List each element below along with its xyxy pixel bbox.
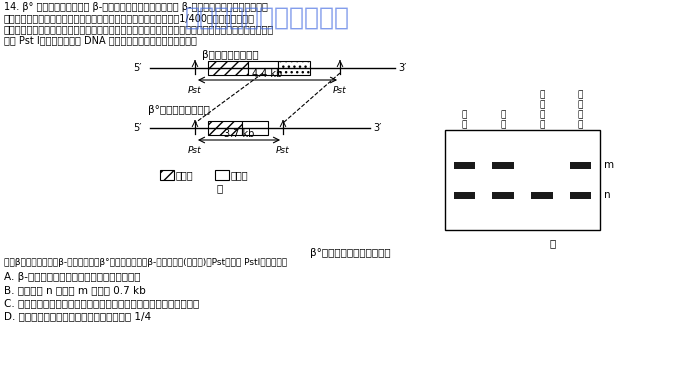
Text: 3′: 3′	[398, 63, 407, 73]
Bar	[531, 191, 552, 198]
Text: 微信公众号：生物题研究: 微信公众号：生物题研究	[185, 6, 350, 30]
Text: Pst: Pst	[188, 146, 202, 155]
Text: n: n	[604, 190, 610, 200]
Text: β°基因及其侧羼区域: β°基因及其侧羼区域	[148, 105, 210, 115]
Text: Pst: Pst	[188, 86, 202, 95]
Text: 体: 体	[539, 120, 545, 129]
Text: 4.4 kb: 4.4 kb	[253, 69, 283, 79]
Text: 个: 个	[578, 110, 583, 119]
Bar	[160, 170, 174, 180]
Bar	[493, 191, 514, 198]
Bar	[215, 170, 229, 180]
Bar	[242, 121, 268, 135]
Text: 注：β基因指的是正常β-珠蛋白基因；β°基因指的是异常β-珠蛋白基因(有缺失)；Pst指的是 PstⅠ酒切位点。: 注：β基因指的是正常β-珠蛋白基因；β°基因指的是异常β-珠蛋白基因(有缺失)；…	[4, 258, 287, 267]
Text: 14. β° 地中海贫血症是指由 β-珠蛋白基因突变导致不能合成 β-珠蛋白而引起的一种遗传性溶: 14. β° 地中海贫血症是指由 β-珠蛋白基因突变导致不能合成 β-珠蛋白而引…	[4, 2, 268, 12]
Bar	[454, 191, 475, 198]
Text: 常: 常	[578, 100, 583, 109]
Text: 甲: 甲	[217, 183, 223, 193]
Bar	[570, 191, 592, 198]
Text: 外显子: 外显子	[176, 170, 194, 180]
Text: 3′: 3′	[373, 123, 382, 133]
Text: 母: 母	[500, 110, 506, 119]
Text: 测: 测	[539, 100, 545, 109]
Text: β基因及其侧羼区域: β基因及其侧羼区域	[202, 50, 258, 60]
Text: Pst: Pst	[276, 146, 290, 155]
Text: 体: 体	[578, 120, 583, 129]
Bar	[248, 61, 278, 75]
Text: 段用 Pst Ⅰ酶处理后得到的 DNA 片段电泳结果，下列说法正确的是: 段用 Pst Ⅰ酶处理后得到的 DNA 片段电泳结果，下列说法正确的是	[4, 35, 197, 45]
Bar	[278, 61, 310, 75]
Text: 乙: 乙	[550, 238, 556, 248]
Bar	[445, 130, 600, 230]
Bar	[208, 61, 248, 75]
Text: 病，其表现正常的双亲要进行产前诊断。甲图中两个导示示意图，乙图为利用该家庭中某样位的柔色体片: 病，其表现正常的双亲要进行产前诊断。甲图中两个导示示意图，乙图为利用该家庭中某样…	[4, 24, 274, 34]
Text: B. 图乙中的 n 片段比 m 片段多 0.7 kb: B. 图乙中的 n 片段比 m 片段多 0.7 kb	[4, 285, 146, 295]
Text: 父: 父	[462, 110, 467, 119]
Bar	[570, 161, 592, 169]
Text: 性贫血症。已知处于平衡状态的某地区，地中海贫血症患儿的概率为1/400，现有一个孩子患: 性贫血症。已知处于平衡状态的某地区，地中海贫血症患儿的概率为1/400，现有一个…	[4, 13, 255, 23]
Text: 5′: 5′	[134, 63, 142, 73]
Text: Pst: Pst	[333, 86, 346, 95]
Text: 内含子: 内含子	[231, 170, 248, 180]
Bar	[208, 121, 242, 135]
Text: 5′: 5′	[134, 123, 142, 133]
Text: 正: 正	[578, 90, 583, 99]
Bar	[454, 161, 475, 169]
Text: 亲: 亲	[462, 120, 467, 129]
Text: C. 基因诊断属于遗传咋询的一个环节，可以预防遗传病的产生和发展: C. 基因诊断属于遗传咋询的一个环节，可以预防遗传病的产生和发展	[4, 298, 199, 308]
Text: m: m	[604, 160, 614, 170]
Text: A. β-珠蛋白基因发生的变异可在显微镜下观察: A. β-珠蛋白基因发生的变异可在显微镜下观察	[4, 272, 141, 282]
Text: 亲: 亲	[500, 120, 506, 129]
Text: 3.7 kb: 3.7 kb	[224, 129, 254, 139]
Text: D. 若该对夫妻再生一个男孩，患病的概率是 1/4: D. 若该对夫妻再生一个男孩，患病的概率是 1/4	[4, 311, 151, 321]
Bar	[493, 161, 514, 169]
Text: 被: 被	[539, 90, 545, 99]
Text: β°地中海贫血症的基因诊断: β°地中海贫血症的基因诊断	[309, 248, 391, 258]
Text: 个: 个	[539, 110, 545, 119]
